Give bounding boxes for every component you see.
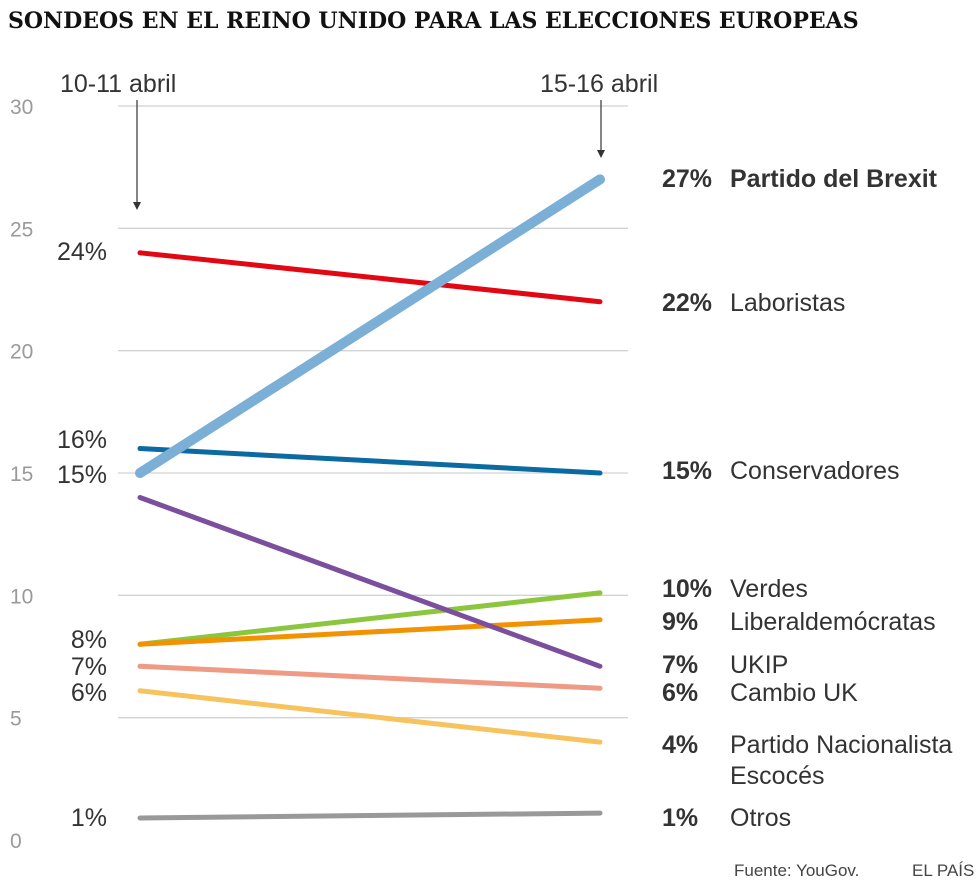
chart-title: SONDEOS EN EL REINO UNIDO PARA LAS ELECC… xyxy=(8,8,859,34)
start-label-8: 8% xyxy=(71,626,107,654)
x-label-start: 10-11 abril xyxy=(60,70,176,98)
end-name-partido-nacionalista-escoc-s-line2: Escocés xyxy=(730,762,824,790)
series-line-otros xyxy=(137,810,603,821)
y-axis-ticks: 0 5 10 15 20 25 30 xyxy=(10,96,33,853)
gridlines xyxy=(118,105,628,719)
series-line-verdes xyxy=(137,590,603,647)
end-name-ukip: UKIP xyxy=(730,651,788,679)
end-pct-verdes: 10% xyxy=(662,575,712,603)
end-name-partido-del-brexit: Partido del Brexit xyxy=(730,165,938,193)
y-tick-label: 15 xyxy=(10,463,33,486)
series-line-partido-del-brexit xyxy=(135,174,605,478)
y-tick-label: 5 xyxy=(10,708,22,731)
series-line-conservadores xyxy=(137,446,603,476)
y-tick-label: 25 xyxy=(10,218,33,241)
series-lines xyxy=(135,174,605,821)
end-name-otros: Otros xyxy=(730,804,791,832)
end-pct-cambio-uk: 6% xyxy=(662,679,698,707)
series-line-liberaldem-cratas xyxy=(137,617,603,647)
end-pct-ukip: 7% xyxy=(662,651,698,679)
end-name-laboristas: Laboristas xyxy=(730,289,845,317)
y-tick-label: 10 xyxy=(10,585,33,608)
y-tick-label: 0 xyxy=(10,830,22,853)
series-line-laboristas xyxy=(137,250,603,305)
credit: EL PAÍS xyxy=(912,861,974,880)
y-tick-label: 30 xyxy=(10,96,33,119)
series-line-partido-nacionalista-escoc-s xyxy=(137,688,603,745)
end-name-verdes: Verdes xyxy=(730,575,808,603)
start-value-labels: 24% 16% 15% 8% 7% 6% 1% xyxy=(57,238,107,832)
end-labels: 27% Partido del Brexit 22% Laboristas 15% Con… xyxy=(662,165,952,832)
end-pct-conservadores: 15% xyxy=(662,457,712,485)
start-label-24: 24% xyxy=(57,238,107,266)
x-label-end: 15-16 abril xyxy=(540,70,658,98)
end-pct-partido-nacionalista-escoc-s: 4% xyxy=(662,731,698,759)
date-arrows xyxy=(133,100,605,210)
end-name-conservadores: Conservadores xyxy=(730,457,900,485)
date-arrow-head xyxy=(597,150,605,158)
end-pct-partido-del-brexit: 27% xyxy=(662,165,712,193)
end-name-cambio-uk: Cambio UK xyxy=(730,679,858,707)
start-label-1: 1% xyxy=(71,804,107,832)
date-arrow-head xyxy=(133,202,141,210)
source-note: Fuente: YouGov. xyxy=(734,861,859,880)
start-label-15: 15% xyxy=(57,461,107,489)
end-pct-liberaldem-cratas: 9% xyxy=(662,608,698,636)
start-label-7: 7% xyxy=(71,653,107,681)
series-line-cambio-uk xyxy=(137,663,603,691)
end-name-liberaldem-cratas: Liberaldemócratas xyxy=(730,608,936,636)
start-label-6: 6% xyxy=(71,679,107,707)
series-line-ukip xyxy=(137,494,603,669)
start-label-16: 16% xyxy=(57,426,107,454)
y-tick-label: 20 xyxy=(10,341,33,364)
end-pct-otros: 1% xyxy=(662,804,698,832)
end-name-partido-nacionalista-escoc-s-line1: Partido Nacionalista xyxy=(730,731,952,759)
end-pct-laboristas: 22% xyxy=(662,289,712,317)
